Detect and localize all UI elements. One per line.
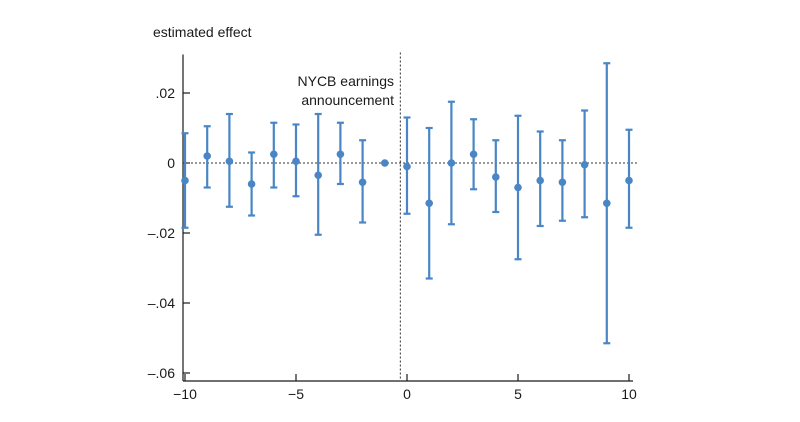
y-tick-label: 0 [167,155,175,171]
point-estimate [292,157,300,166]
y-tick-label: .02 [156,85,176,101]
axes: .02 0 –.02 –.04 –.06 −10 −5 0 5 10 [148,54,637,402]
x-tick-label: −10 [173,386,197,402]
event-annotation-line-1: NYCB earnings [298,73,395,89]
point-estimate [514,183,522,192]
point-estimate [203,152,211,160]
point-estimate [536,176,544,185]
x-tick-label: 10 [621,386,637,402]
point-estimate [336,150,345,159]
point-estimate [270,150,278,159]
point-estimate [603,199,611,208]
y-tick-label: –.06 [148,365,175,381]
x-tick-label: 5 [514,386,522,402]
point-estimate [247,180,256,188]
point-estimate [381,159,389,167]
point-estimate [469,150,478,159]
point-estimate [225,157,234,166]
point-estimate [358,178,367,187]
point-estimate [181,176,189,185]
reference-lines [183,52,639,381]
y-axis-title: estimated effect [153,24,252,40]
point-estimate [425,199,434,208]
error-bars-and-points [181,62,633,345]
event-annotation-line-2: announcement [301,92,394,108]
y-tick-label: –.04 [148,295,175,311]
point-estimate [492,173,500,181]
y-tick-label: –.02 [148,225,175,241]
x-tick-label: −5 [288,386,304,402]
point-estimate [580,160,589,169]
point-estimate [314,171,323,180]
point-estimate [403,162,411,171]
point-estimate [447,159,456,167]
point-estimate [625,176,633,185]
x-tick-label: 0 [403,386,411,402]
point-estimate [558,178,567,187]
